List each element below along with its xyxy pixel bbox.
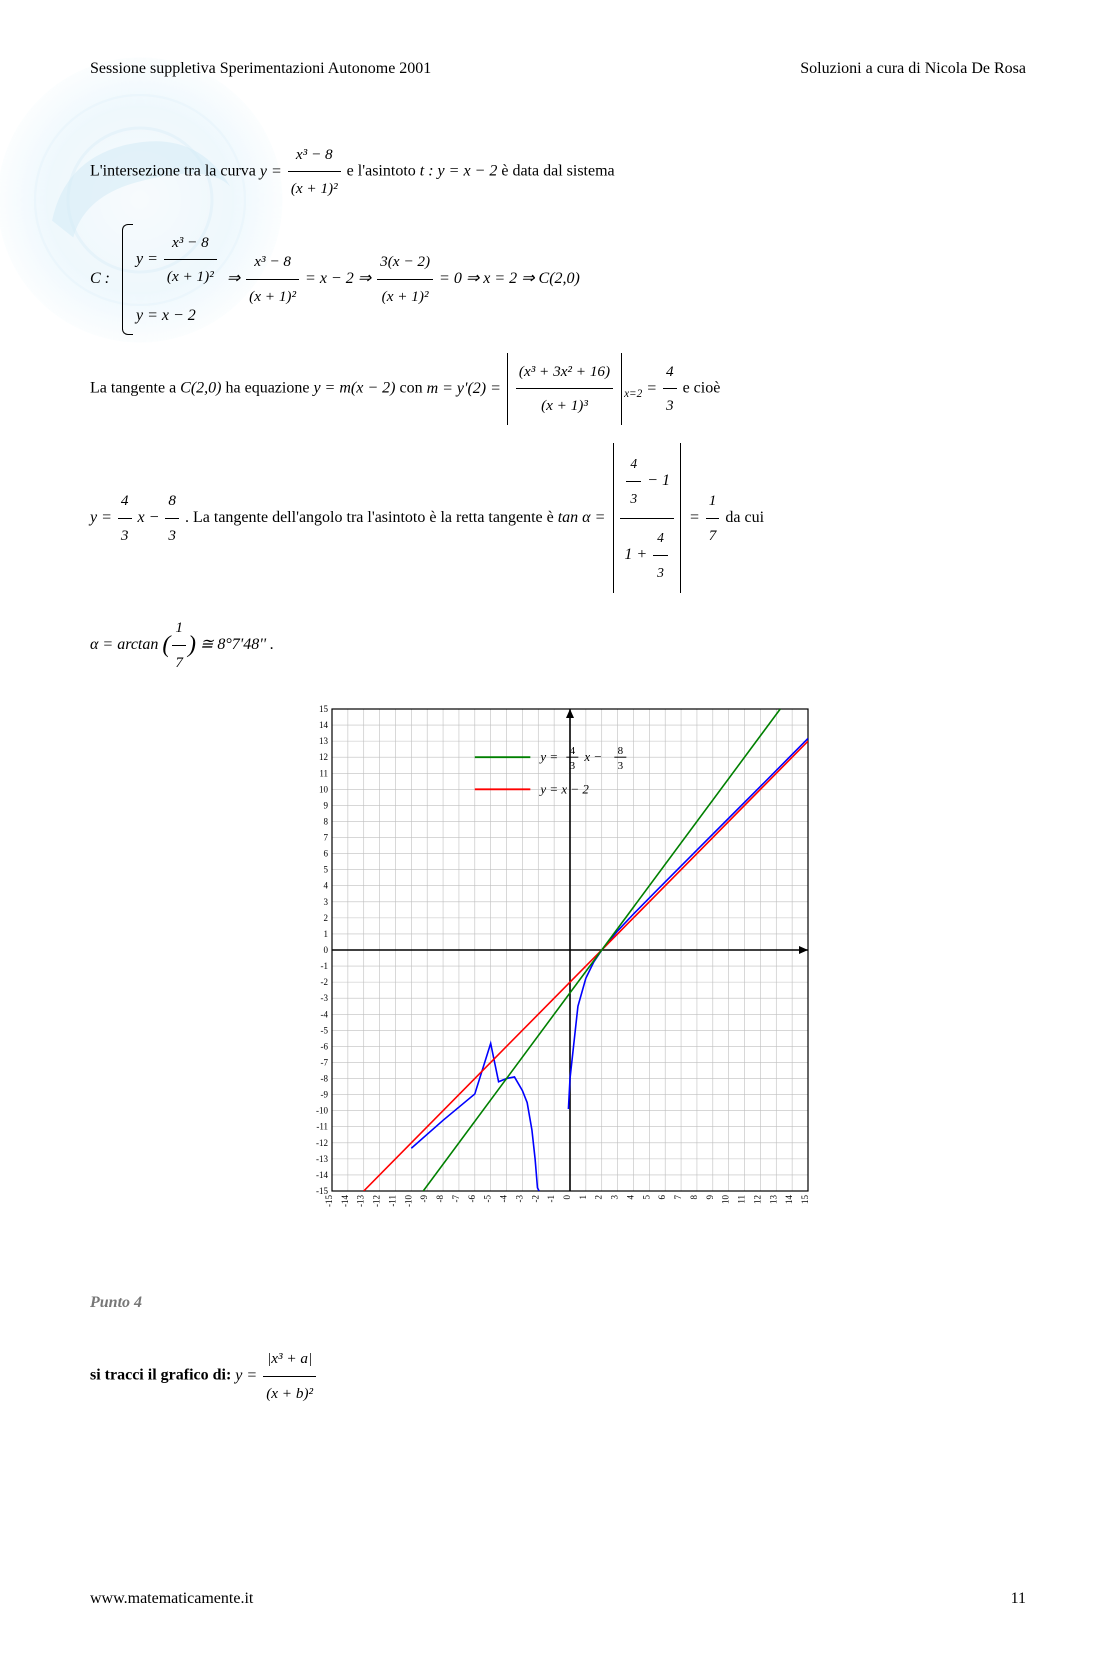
- svg-text:8: 8: [689, 1195, 699, 1200]
- svg-text:4: 4: [625, 1195, 635, 1200]
- svg-text:1: 1: [578, 1195, 588, 1200]
- svg-text:-8: -8: [435, 1195, 445, 1203]
- svg-text:0: 0: [562, 1195, 572, 1200]
- svg-text:y =: y =: [538, 750, 558, 765]
- svg-text:-7: -7: [321, 1058, 329, 1068]
- svg-text:-15: -15: [324, 1195, 334, 1207]
- svg-text:3: 3: [610, 1195, 620, 1200]
- svg-text:5: 5: [641, 1195, 651, 1200]
- svg-text:-9: -9: [321, 1090, 329, 1100]
- svg-text:3: 3: [570, 761, 576, 773]
- svg-text:-7: -7: [451, 1195, 461, 1203]
- svg-text:-5: -5: [321, 1026, 329, 1036]
- svg-text:13: 13: [319, 736, 329, 746]
- svg-text:-5: -5: [483, 1195, 493, 1203]
- footer-right: 11: [1011, 1590, 1026, 1608]
- svg-text:-11: -11: [387, 1195, 397, 1207]
- svg-text:13: 13: [768, 1195, 778, 1205]
- svg-text:-13: -13: [316, 1154, 328, 1164]
- para-angle: y = 4 3 x − 8 3 . La tangente dell'angol…: [90, 443, 1026, 594]
- svg-text:-12: -12: [372, 1195, 382, 1207]
- header-left: Sessione suppletiva Sperimentazioni Auto…: [90, 60, 431, 78]
- svg-text:15: 15: [800, 1195, 810, 1205]
- svg-text:4: 4: [570, 746, 576, 758]
- svg-text:-10: -10: [316, 1106, 328, 1116]
- svg-text:3: 3: [618, 761, 624, 773]
- svg-text:-13: -13: [356, 1195, 366, 1207]
- para-intersection: L'intersezione tra la curva y = x³ − 8 (…: [90, 138, 1026, 206]
- svg-text:11: 11: [737, 1195, 747, 1204]
- svg-text:-3: -3: [514, 1195, 524, 1203]
- svg-text:14: 14: [319, 720, 329, 730]
- svg-text:10: 10: [319, 785, 329, 795]
- section-punto4-title: Punto 4: [90, 1294, 1026, 1312]
- svg-text:4: 4: [324, 881, 329, 891]
- svg-text:-14: -14: [316, 1170, 328, 1180]
- svg-text:15: 15: [319, 704, 329, 714]
- svg-text:-9: -9: [419, 1195, 429, 1203]
- svg-text:-12: -12: [316, 1138, 328, 1148]
- page-header: Sessione suppletiva Sperimentazioni Auto…: [90, 60, 1026, 78]
- svg-text:3: 3: [324, 897, 329, 907]
- svg-text:-1: -1: [546, 1195, 556, 1203]
- svg-text:6: 6: [324, 849, 329, 859]
- svg-text:-8: -8: [321, 1074, 329, 1084]
- svg-text:-2: -2: [321, 977, 329, 987]
- svg-text:-11: -11: [316, 1122, 328, 1132]
- footer-left: www.matematicamente.it: [90, 1590, 253, 1608]
- svg-text:5: 5: [324, 865, 329, 875]
- svg-text:-6: -6: [321, 1042, 329, 1052]
- svg-text:12: 12: [752, 1195, 762, 1204]
- svg-text:11: 11: [319, 769, 328, 779]
- svg-text:-2: -2: [530, 1195, 540, 1203]
- svg-text:8: 8: [324, 817, 329, 827]
- para-arctan: α = arctan ( 1 7 ) ≅ 8°7'48'' .: [90, 611, 1026, 679]
- svg-text:14: 14: [784, 1195, 794, 1205]
- svg-text:0: 0: [324, 945, 329, 955]
- svg-text:-1: -1: [321, 961, 329, 971]
- svg-text:-15: -15: [316, 1186, 328, 1196]
- page-footer: www.matematicamente.it 11: [90, 1590, 1026, 1608]
- function-chart: -15-14-13-12-11-10-9-8-7-6-5-4-3-2-10123…: [298, 699, 818, 1219]
- header-right: Soluzioni a cura di Nicola De Rosa: [800, 60, 1026, 78]
- svg-text:10: 10: [721, 1195, 731, 1205]
- svg-text:y = x − 2: y = x − 2: [538, 782, 589, 797]
- punto4-statement: si tracci il grafico di: y = |x³ + a| (x…: [90, 1342, 1026, 1410]
- para-tangent: La tangente a C(2,0) ha equazione y = m(…: [90, 353, 1026, 425]
- svg-text:-4: -4: [321, 1010, 329, 1020]
- svg-text:6: 6: [657, 1195, 667, 1200]
- chart-container: -15-14-13-12-11-10-9-8-7-6-5-4-3-2-10123…: [90, 699, 1026, 1224]
- svg-text:-3: -3: [321, 994, 329, 1004]
- svg-text:-14: -14: [340, 1195, 350, 1207]
- svg-text:7: 7: [673, 1195, 683, 1200]
- svg-text:x −: x −: [583, 750, 602, 765]
- svg-text:7: 7: [324, 833, 329, 843]
- svg-text:-6: -6: [467, 1195, 477, 1203]
- svg-text:1: 1: [324, 929, 329, 939]
- svg-text:-4: -4: [499, 1195, 509, 1203]
- svg-text:2: 2: [594, 1195, 604, 1200]
- svg-text:2: 2: [324, 913, 329, 923]
- svg-text:12: 12: [319, 753, 328, 763]
- svg-text:9: 9: [705, 1195, 715, 1200]
- svg-text:-10: -10: [403, 1195, 413, 1207]
- svg-text:8: 8: [618, 746, 624, 758]
- svg-text:9: 9: [324, 801, 329, 811]
- system-block: C : y = x³ − 8 (x + 1)² y = x − 2 ⇒ x³ −…: [90, 224, 1026, 335]
